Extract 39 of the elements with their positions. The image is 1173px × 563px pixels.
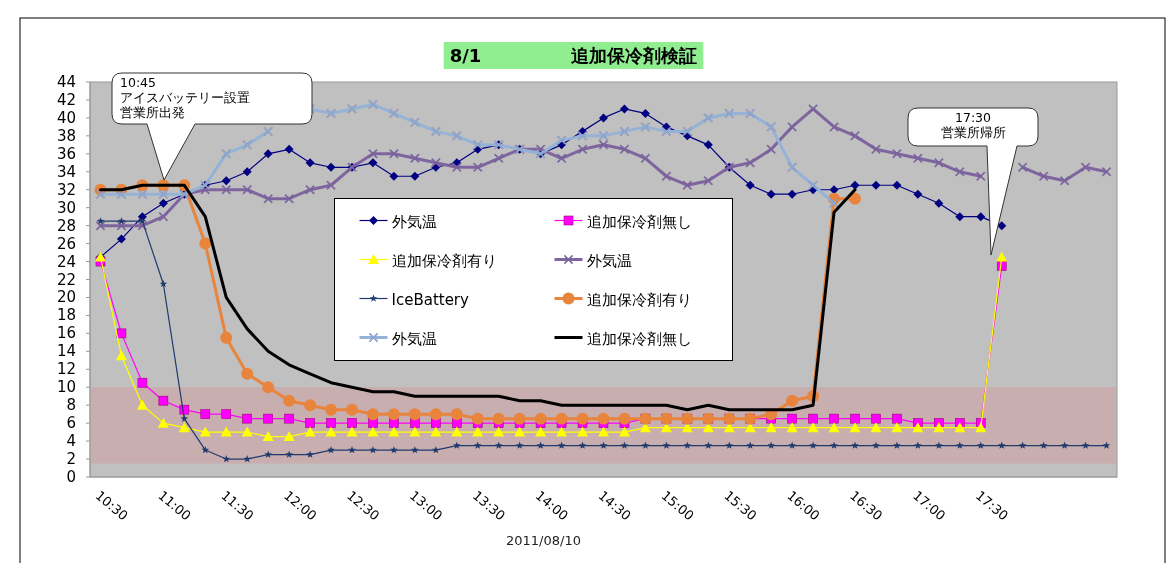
y-tick-label: 18 xyxy=(56,306,76,325)
y-tick-label: 8 xyxy=(66,396,76,415)
annotation: 営業所出発 xyxy=(120,105,185,120)
legend-label: 追加保冷剤無し xyxy=(586,329,692,348)
legend-label: IceBattery xyxy=(391,290,470,309)
y-tick-label: 38 xyxy=(56,126,76,145)
y-tick-label: 40 xyxy=(56,108,76,127)
y-tick-label: 44 xyxy=(56,73,76,91)
y-tick-label: 32 xyxy=(56,180,76,199)
y-tick-label: 20 xyxy=(56,288,76,307)
y-tick-label: 22 xyxy=(56,270,76,289)
chart-title: 8/1 追加保冷剤検証 xyxy=(449,45,698,66)
legend-label: 追加保冷剤有り xyxy=(391,251,497,270)
y-tick-label: 34 xyxy=(56,162,76,181)
y-tick-label: 28 xyxy=(56,216,76,235)
y-tick-label: 30 xyxy=(56,198,76,217)
y-tick-label: 36 xyxy=(56,144,76,163)
legend-label: 追加保冷剤有り xyxy=(586,290,692,309)
annotation: 営業所帰所 xyxy=(940,125,1006,140)
y-tick-label: 6 xyxy=(66,414,76,433)
annotation: 10:45 xyxy=(120,75,157,90)
annotation: 17:30 xyxy=(954,110,992,125)
legend-label: 追加保冷剤無し xyxy=(586,212,692,231)
y-tick-label: 42 xyxy=(56,90,76,109)
y-tick-label: 2 xyxy=(66,450,76,469)
y-tick-label: 24 xyxy=(56,252,76,271)
y-tick-label: 12 xyxy=(56,360,76,379)
y-tick-label: 0 xyxy=(66,468,76,486)
title: 8/1 追加保冷剤検証 xyxy=(443,42,704,69)
y-tick-label: 10 xyxy=(56,378,76,397)
annotation: アイスバッテリー設置 xyxy=(120,90,250,105)
y-tick-label: 26 xyxy=(56,234,76,253)
y-tick-label: 4 xyxy=(66,432,76,451)
legend-label: 外気温 xyxy=(391,212,437,231)
legend-label: 外気温 xyxy=(391,329,437,348)
legend-label: 外気温 xyxy=(586,251,632,270)
y-tick-label: 14 xyxy=(56,342,76,361)
x-axis-title: 2011/08/10 xyxy=(506,533,581,548)
y-tick-label: 16 xyxy=(56,324,76,343)
